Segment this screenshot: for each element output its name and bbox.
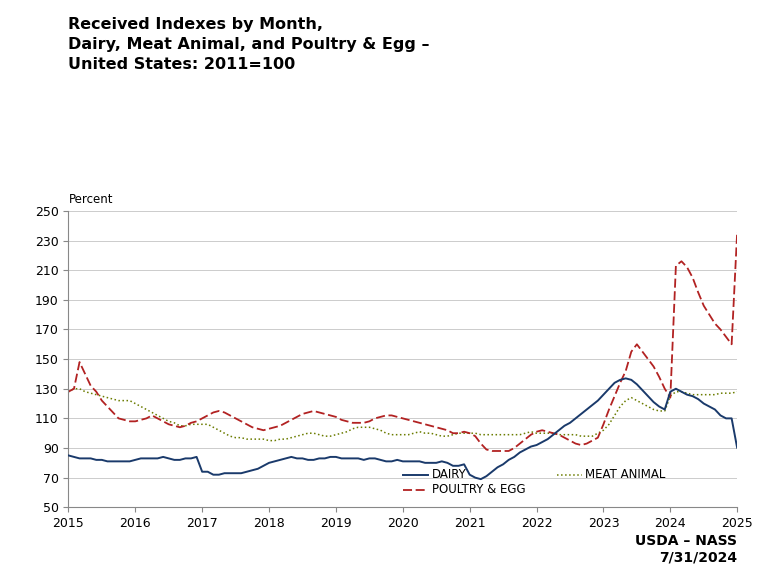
Text: MEAT ANIMAL: MEAT ANIMAL [585, 468, 666, 481]
Text: Received Indexes by Month,
Dairy, Meat Animal, and Poultry & Egg –
United States: Received Indexes by Month, Dairy, Meat A… [68, 17, 430, 72]
Text: USDA – NASS
7/31/2024: USDA – NASS 7/31/2024 [635, 534, 737, 564]
Text: DAIRY: DAIRY [432, 468, 467, 481]
Text: Percent: Percent [68, 193, 113, 206]
Text: POULTRY & EGG: POULTRY & EGG [432, 483, 525, 496]
